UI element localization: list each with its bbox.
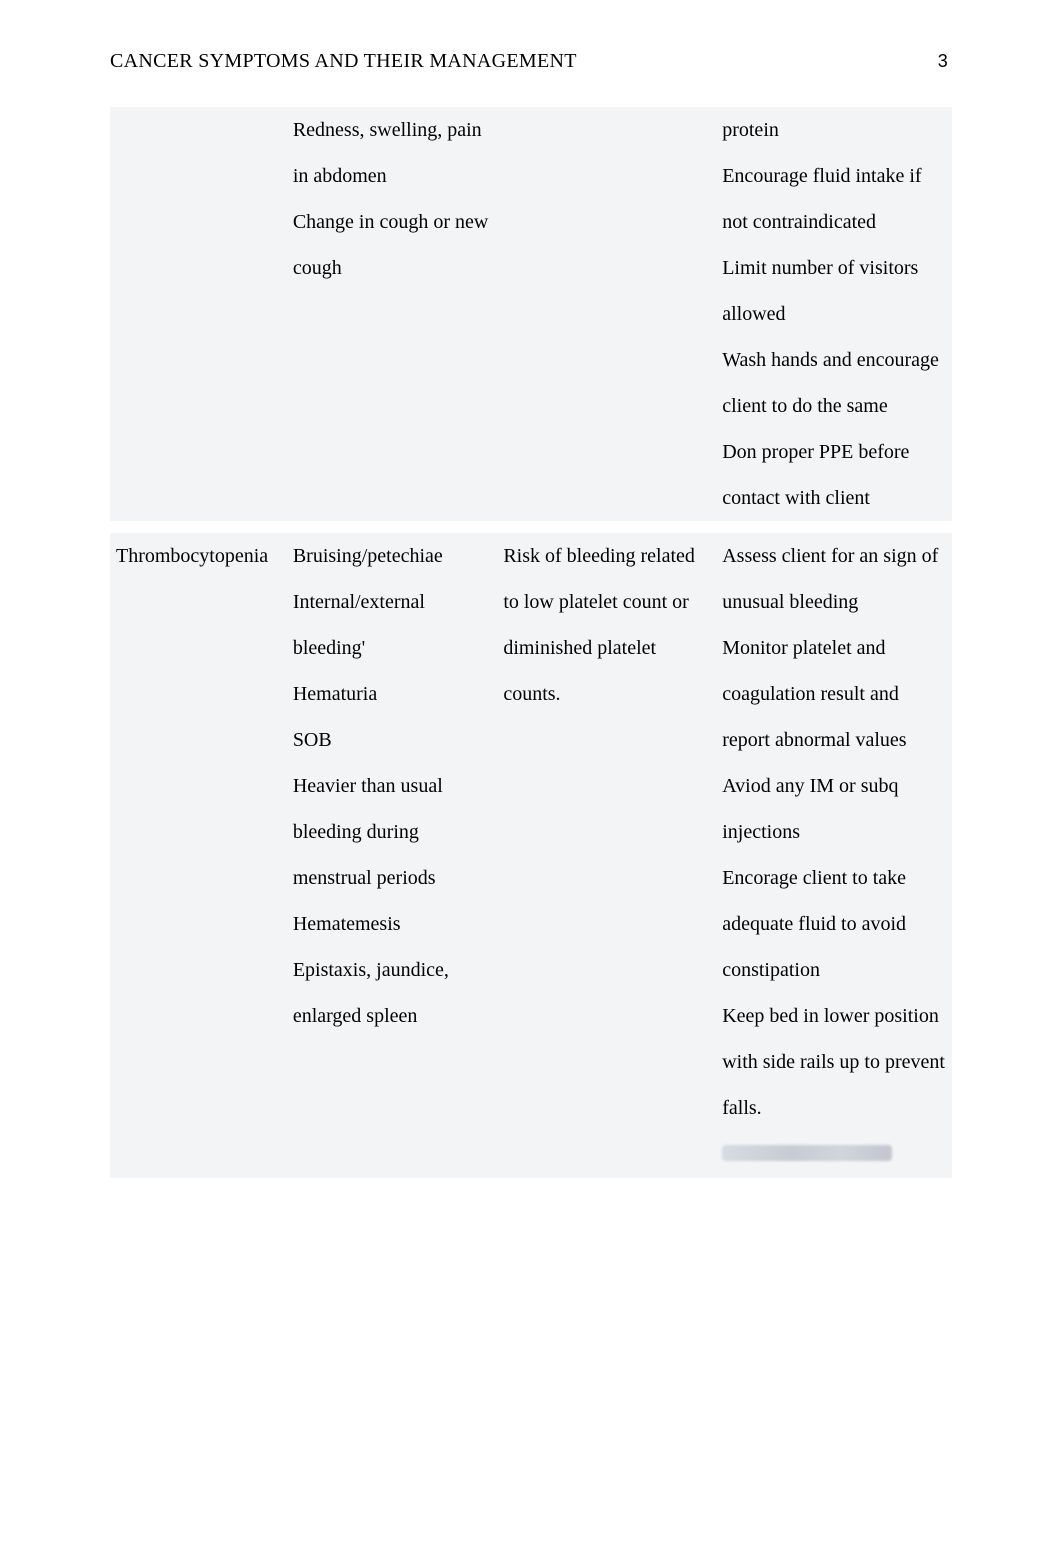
page-number: 3 xyxy=(938,51,948,72)
document-page: CANCER SYMPTOMS AND THEIR MANAGEMENT 3 R… xyxy=(0,0,1062,1556)
cell-condition: Thrombocytopenia xyxy=(110,533,287,1178)
page-header: CANCER SYMPTOMS AND THEIR MANAGEMENT 3 xyxy=(110,50,952,73)
table-row: Redness, swelling, pain in abdomenChange… xyxy=(110,107,952,521)
row-separator xyxy=(110,521,952,533)
cell-interventions-text: Assess client for an sign of unusual ble… xyxy=(722,545,945,1119)
content-table: Redness, swelling, pain in abdomenChange… xyxy=(110,107,952,1178)
cell-condition xyxy=(110,107,287,521)
cell-diagnosis xyxy=(497,107,716,521)
cell-diagnosis: Risk of bleeding related to low platelet… xyxy=(497,533,716,1178)
running-head: CANCER SYMPTOMS AND THEIR MANAGEMENT xyxy=(110,50,577,73)
cell-interventions: Assess client for an sign of unusual ble… xyxy=(716,533,952,1178)
blurred-text-icon xyxy=(722,1145,892,1161)
cell-signs: Redness, swelling, pain in abdomenChange… xyxy=(287,107,498,521)
cell-signs: Bruising/petechiaeInternal/external blee… xyxy=(287,533,498,1178)
table-row: Thrombocytopenia Bruising/petechiaeInter… xyxy=(110,533,952,1178)
cell-interventions: proteinEncourage fluid intake if not con… xyxy=(716,107,952,521)
